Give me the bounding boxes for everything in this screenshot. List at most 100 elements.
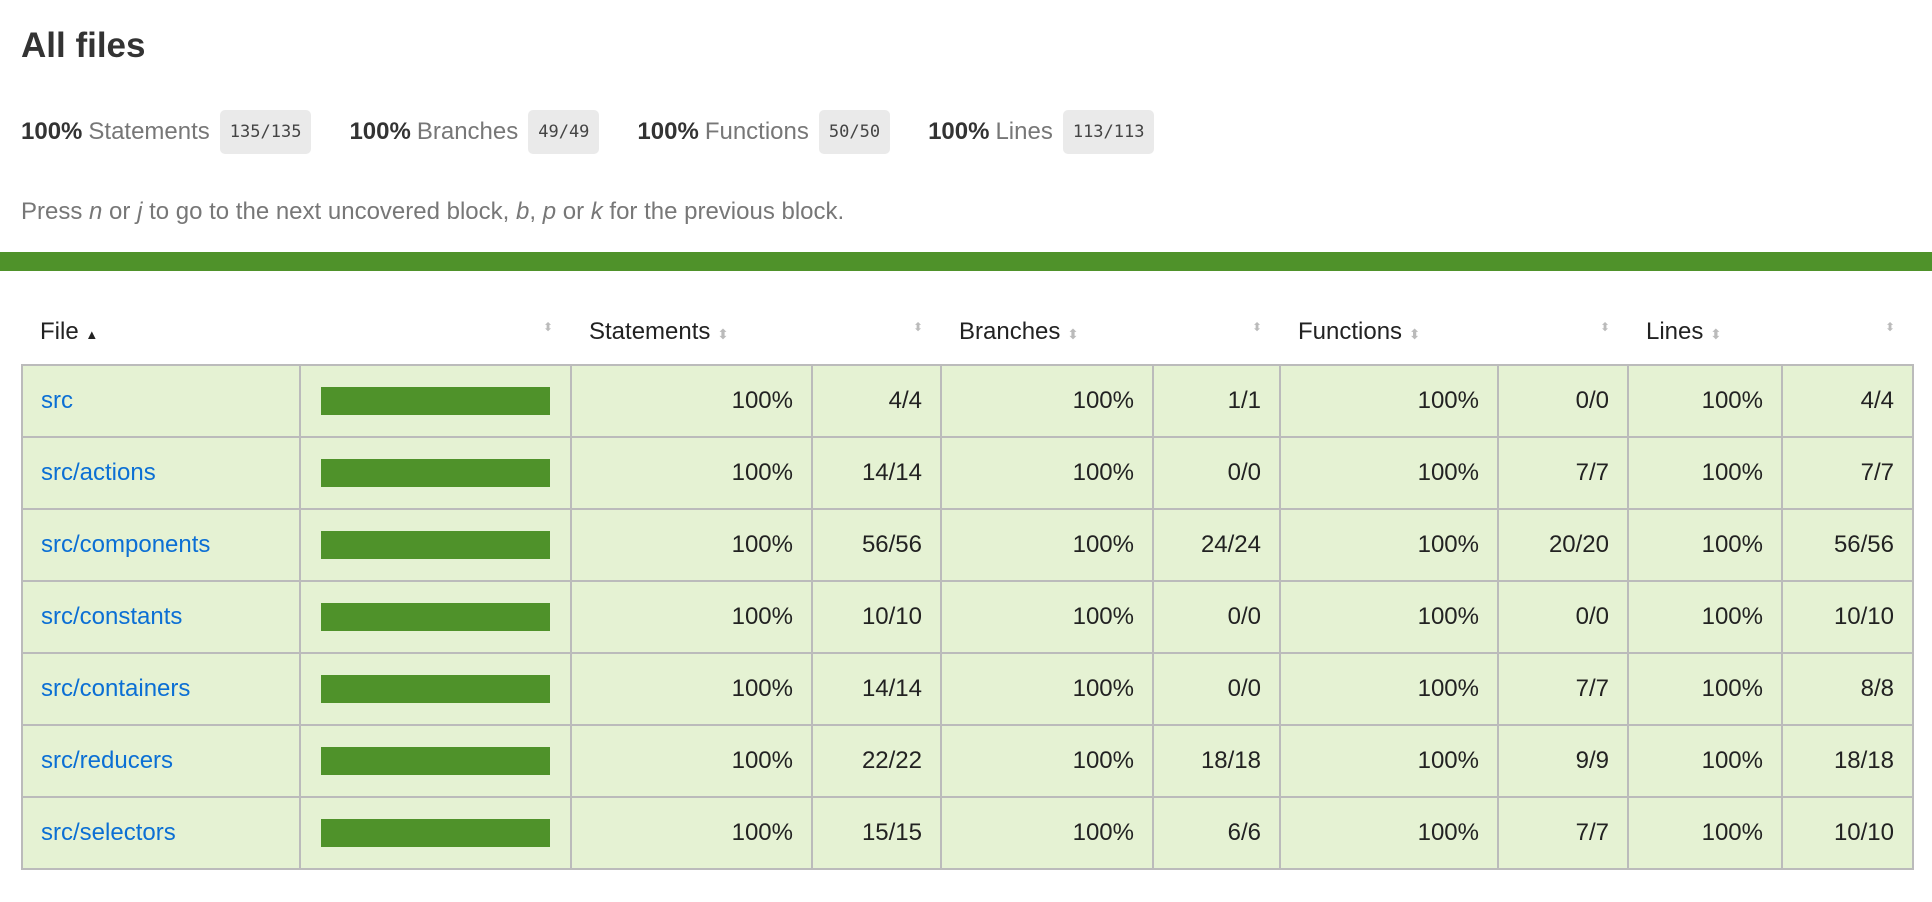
stat-fraction: 113/113 xyxy=(1062,110,1155,154)
sort-icon: ⬍ xyxy=(1408,326,1421,342)
file-link[interactable]: src/containers xyxy=(41,675,191,702)
sort-icon: ⬍ xyxy=(912,320,923,334)
functions-raw-value: 7/7 xyxy=(1575,459,1609,486)
hint-key: n xyxy=(89,198,103,225)
branches-raw-value: 0/0 xyxy=(1227,459,1261,486)
stat-branches: 100% Branches 49/49 xyxy=(349,110,600,154)
file-link[interactable]: src/components xyxy=(41,531,211,558)
functions-raw: 7/7 xyxy=(1497,796,1629,870)
coverage-bar xyxy=(321,387,550,415)
branches-pct-value: 100% xyxy=(1072,819,1134,846)
header-functions-raw[interactable]: ⬍ xyxy=(1498,300,1628,365)
header-file[interactable]: File ▲ xyxy=(22,300,300,365)
header-statements[interactable]: Statements ⬍ xyxy=(571,300,812,365)
file-link[interactable]: src xyxy=(41,387,73,414)
statements-pct: 100% xyxy=(570,796,813,870)
functions-pct: 100% xyxy=(1279,724,1499,798)
coverage-bar xyxy=(321,819,550,847)
sort-icon: ⬍ xyxy=(717,326,729,342)
header-branches[interactable]: Branches ⬍ xyxy=(941,300,1153,365)
file-cell: src/containers xyxy=(21,652,301,726)
coverage-bar xyxy=(321,459,550,487)
statements-pct-value: 100% xyxy=(731,819,793,846)
stat-label: Lines xyxy=(995,118,1053,145)
functions-raw: 20/20 xyxy=(1497,508,1629,582)
header-lines[interactable]: Lines ⬍ xyxy=(1628,300,1782,365)
statements-raw-value: 22/22 xyxy=(861,747,922,774)
functions-pct-value: 100% xyxy=(1417,459,1479,486)
status-bar xyxy=(0,252,1932,271)
functions-pct-value: 100% xyxy=(1417,819,1479,846)
stat-label: Branches xyxy=(416,118,519,145)
functions-pct-value: 100% xyxy=(1417,675,1479,702)
stat-pct: 100% xyxy=(637,118,699,145)
branches-pct: 100% xyxy=(940,436,1154,510)
header-functions[interactable]: Functions ⬍ xyxy=(1280,300,1498,365)
functions-raw-value: 7/7 xyxy=(1575,819,1609,846)
branches-raw-value: 0/0 xyxy=(1227,603,1261,630)
header-file-bar[interactable]: ⬍ xyxy=(300,300,571,365)
lines-pct-value: 100% xyxy=(1701,675,1763,702)
file-link[interactable]: src/constants xyxy=(41,603,183,630)
branches-raw: 0/0 xyxy=(1152,580,1281,654)
table-row: src/actions 100% 14/14 100% 0/0 100% 7/7 100% 7/… xyxy=(21,436,1914,510)
branches-pct-value: 100% xyxy=(1072,675,1134,702)
file-cell: src/components xyxy=(21,508,301,582)
coverage-bar xyxy=(321,675,550,703)
table-row: src/selectors 100% 15/15 100% 6/6 100% 7/7 100%… xyxy=(21,796,1914,870)
branches-pct: 100% xyxy=(940,580,1154,654)
stat-pct: 100% xyxy=(928,118,990,145)
branches-raw-value: 24/24 xyxy=(1200,531,1261,558)
statements-pct: 100% xyxy=(570,652,813,726)
statements-pct-value: 100% xyxy=(731,747,793,774)
sort-icon: ⬍ xyxy=(1710,326,1722,342)
hint-key: b xyxy=(515,198,530,225)
lines-raw: 7/7 xyxy=(1781,436,1914,510)
coverage-bar-cell xyxy=(299,796,572,870)
lines-raw: 10/10 xyxy=(1781,796,1914,870)
summary-stats: 100% Statements 135/135 100% Branches 49/49 … xyxy=(21,110,1911,154)
header-statements-raw[interactable]: ⬍ xyxy=(812,300,941,365)
functions-pct-value: 100% xyxy=(1417,531,1479,558)
statements-pct-value: 100% xyxy=(731,387,793,414)
file-cell: src xyxy=(21,364,301,438)
branches-raw: 24/24 xyxy=(1152,508,1281,582)
file-link[interactable]: src/reducers xyxy=(41,747,174,774)
lines-raw: 56/56 xyxy=(1781,508,1914,582)
functions-pct-value: 100% xyxy=(1417,387,1479,414)
hint-text: Press xyxy=(21,198,90,225)
file-cell: src/reducers xyxy=(21,724,301,798)
coverage-bar xyxy=(321,747,550,775)
statements-raw-value: 10/10 xyxy=(861,603,922,630)
header-branches-raw[interactable]: ⬍ xyxy=(1153,300,1280,365)
file-link[interactable]: src/actions xyxy=(41,459,156,486)
stat-functions: 100% Functions 50/50 xyxy=(637,110,891,154)
statements-pct-value: 100% xyxy=(731,603,793,630)
lines-raw: 4/4 xyxy=(1781,364,1914,438)
file-link[interactable]: src/selectors xyxy=(41,819,176,846)
branches-pct-value: 100% xyxy=(1072,531,1134,558)
functions-raw: 0/0 xyxy=(1497,364,1629,438)
branches-raw: 0/0 xyxy=(1152,436,1281,510)
hint-text: or xyxy=(556,198,591,225)
hint-key: k xyxy=(590,198,603,225)
header-lines-raw[interactable]: ⬍ xyxy=(1782,300,1913,365)
branches-pct: 100% xyxy=(940,364,1154,438)
keyboard-hint: Press n or j to go to the next uncovered… xyxy=(21,198,1911,226)
branches-raw: 1/1 xyxy=(1152,364,1281,438)
functions-pct-value: 100% xyxy=(1417,603,1479,630)
file-cell: src/actions xyxy=(21,436,301,510)
header-label: Branches xyxy=(959,318,1061,345)
lines-pct: 100% xyxy=(1627,796,1783,870)
sort-icon: ⬍ xyxy=(542,320,553,334)
branches-pct: 100% xyxy=(940,652,1154,726)
coverage-bar-cell xyxy=(299,436,572,510)
coverage-bar-cell xyxy=(299,508,572,582)
lines-pct-value: 100% xyxy=(1701,603,1763,630)
stat-label: Functions xyxy=(704,118,809,145)
branches-pct: 100% xyxy=(940,724,1154,798)
lines-pct-value: 100% xyxy=(1701,747,1763,774)
table-row: src/reducers 100% 22/22 100% 18/18 100% 9/9 100… xyxy=(21,724,1914,798)
branches-pct-value: 100% xyxy=(1072,387,1134,414)
sort-icon: ⬍ xyxy=(1251,320,1262,334)
